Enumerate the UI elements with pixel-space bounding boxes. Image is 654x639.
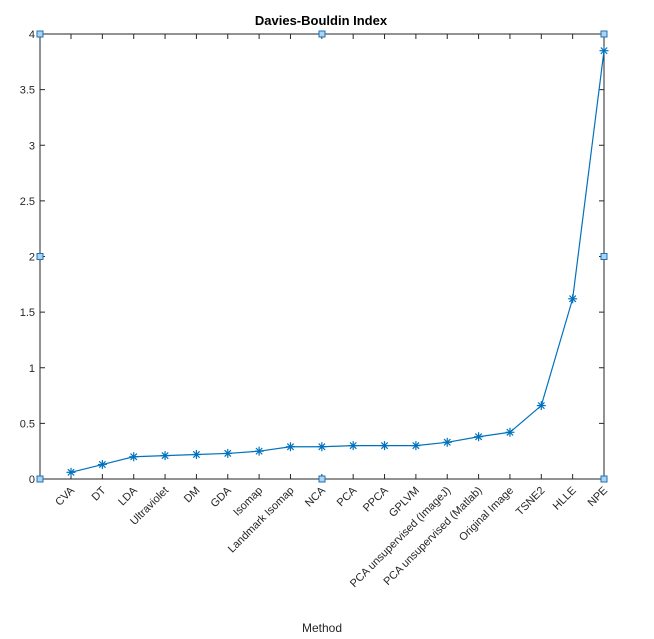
data-point	[161, 451, 170, 460]
data-point	[255, 447, 264, 456]
data-point	[474, 432, 483, 441]
data-point	[317, 442, 326, 451]
x-tick-label: HLLE	[551, 485, 579, 513]
data-point	[192, 450, 201, 459]
data-point	[67, 468, 76, 477]
x-tick-label: Original Image	[457, 485, 516, 544]
chart-title: Davies-Bouldin Index	[255, 13, 388, 28]
selection-handle[interactable]	[601, 476, 607, 482]
x-tick-label: PPCA	[361, 484, 391, 514]
y-tick-label: 3.5	[20, 85, 35, 97]
plot-area	[40, 34, 604, 479]
y-tick-label: 2.5	[20, 196, 35, 208]
selection-handle[interactable]	[319, 476, 325, 482]
selection-handle[interactable]	[319, 31, 325, 37]
y-tick-label: 0	[29, 474, 35, 486]
data-point	[568, 294, 577, 303]
selection-handle[interactable]	[37, 476, 43, 482]
y-tick-label: 1.5	[20, 307, 35, 319]
data-point	[411, 441, 420, 450]
data-point	[349, 441, 358, 450]
y-tick-label: 0.5	[20, 418, 35, 430]
y-tick-label: 3	[29, 140, 35, 152]
selection-handle[interactable]	[37, 31, 43, 37]
x-tick-label: NCA	[303, 484, 328, 509]
data-point	[380, 441, 389, 450]
data-point	[129, 452, 138, 461]
selection-handle[interactable]	[601, 31, 607, 37]
data-point	[98, 460, 107, 469]
x-tick-label: DM	[182, 485, 203, 506]
data-point	[600, 46, 609, 55]
data-point	[505, 428, 514, 437]
x-tick-label: GDA	[209, 484, 235, 510]
y-tick-label: 4	[29, 29, 35, 41]
selection-handle[interactable]	[601, 254, 607, 260]
data-point	[223, 449, 232, 458]
data-point	[537, 401, 546, 410]
selection-handle[interactable]	[37, 254, 43, 260]
data-point	[443, 438, 452, 447]
x-tick-label: DT	[90, 484, 109, 503]
x-tick-label: NPE	[586, 485, 610, 509]
x-tick-label: LDA	[116, 484, 140, 508]
x-tick-label: PCA	[335, 484, 360, 509]
x-axis-label: Method	[302, 621, 342, 635]
y-tick-label: 2	[29, 252, 35, 264]
y-tick-label: 1	[29, 363, 35, 375]
x-tick-label: TSNE2	[514, 485, 548, 519]
x-tick-label: CVA	[53, 484, 77, 508]
data-point	[286, 442, 295, 451]
